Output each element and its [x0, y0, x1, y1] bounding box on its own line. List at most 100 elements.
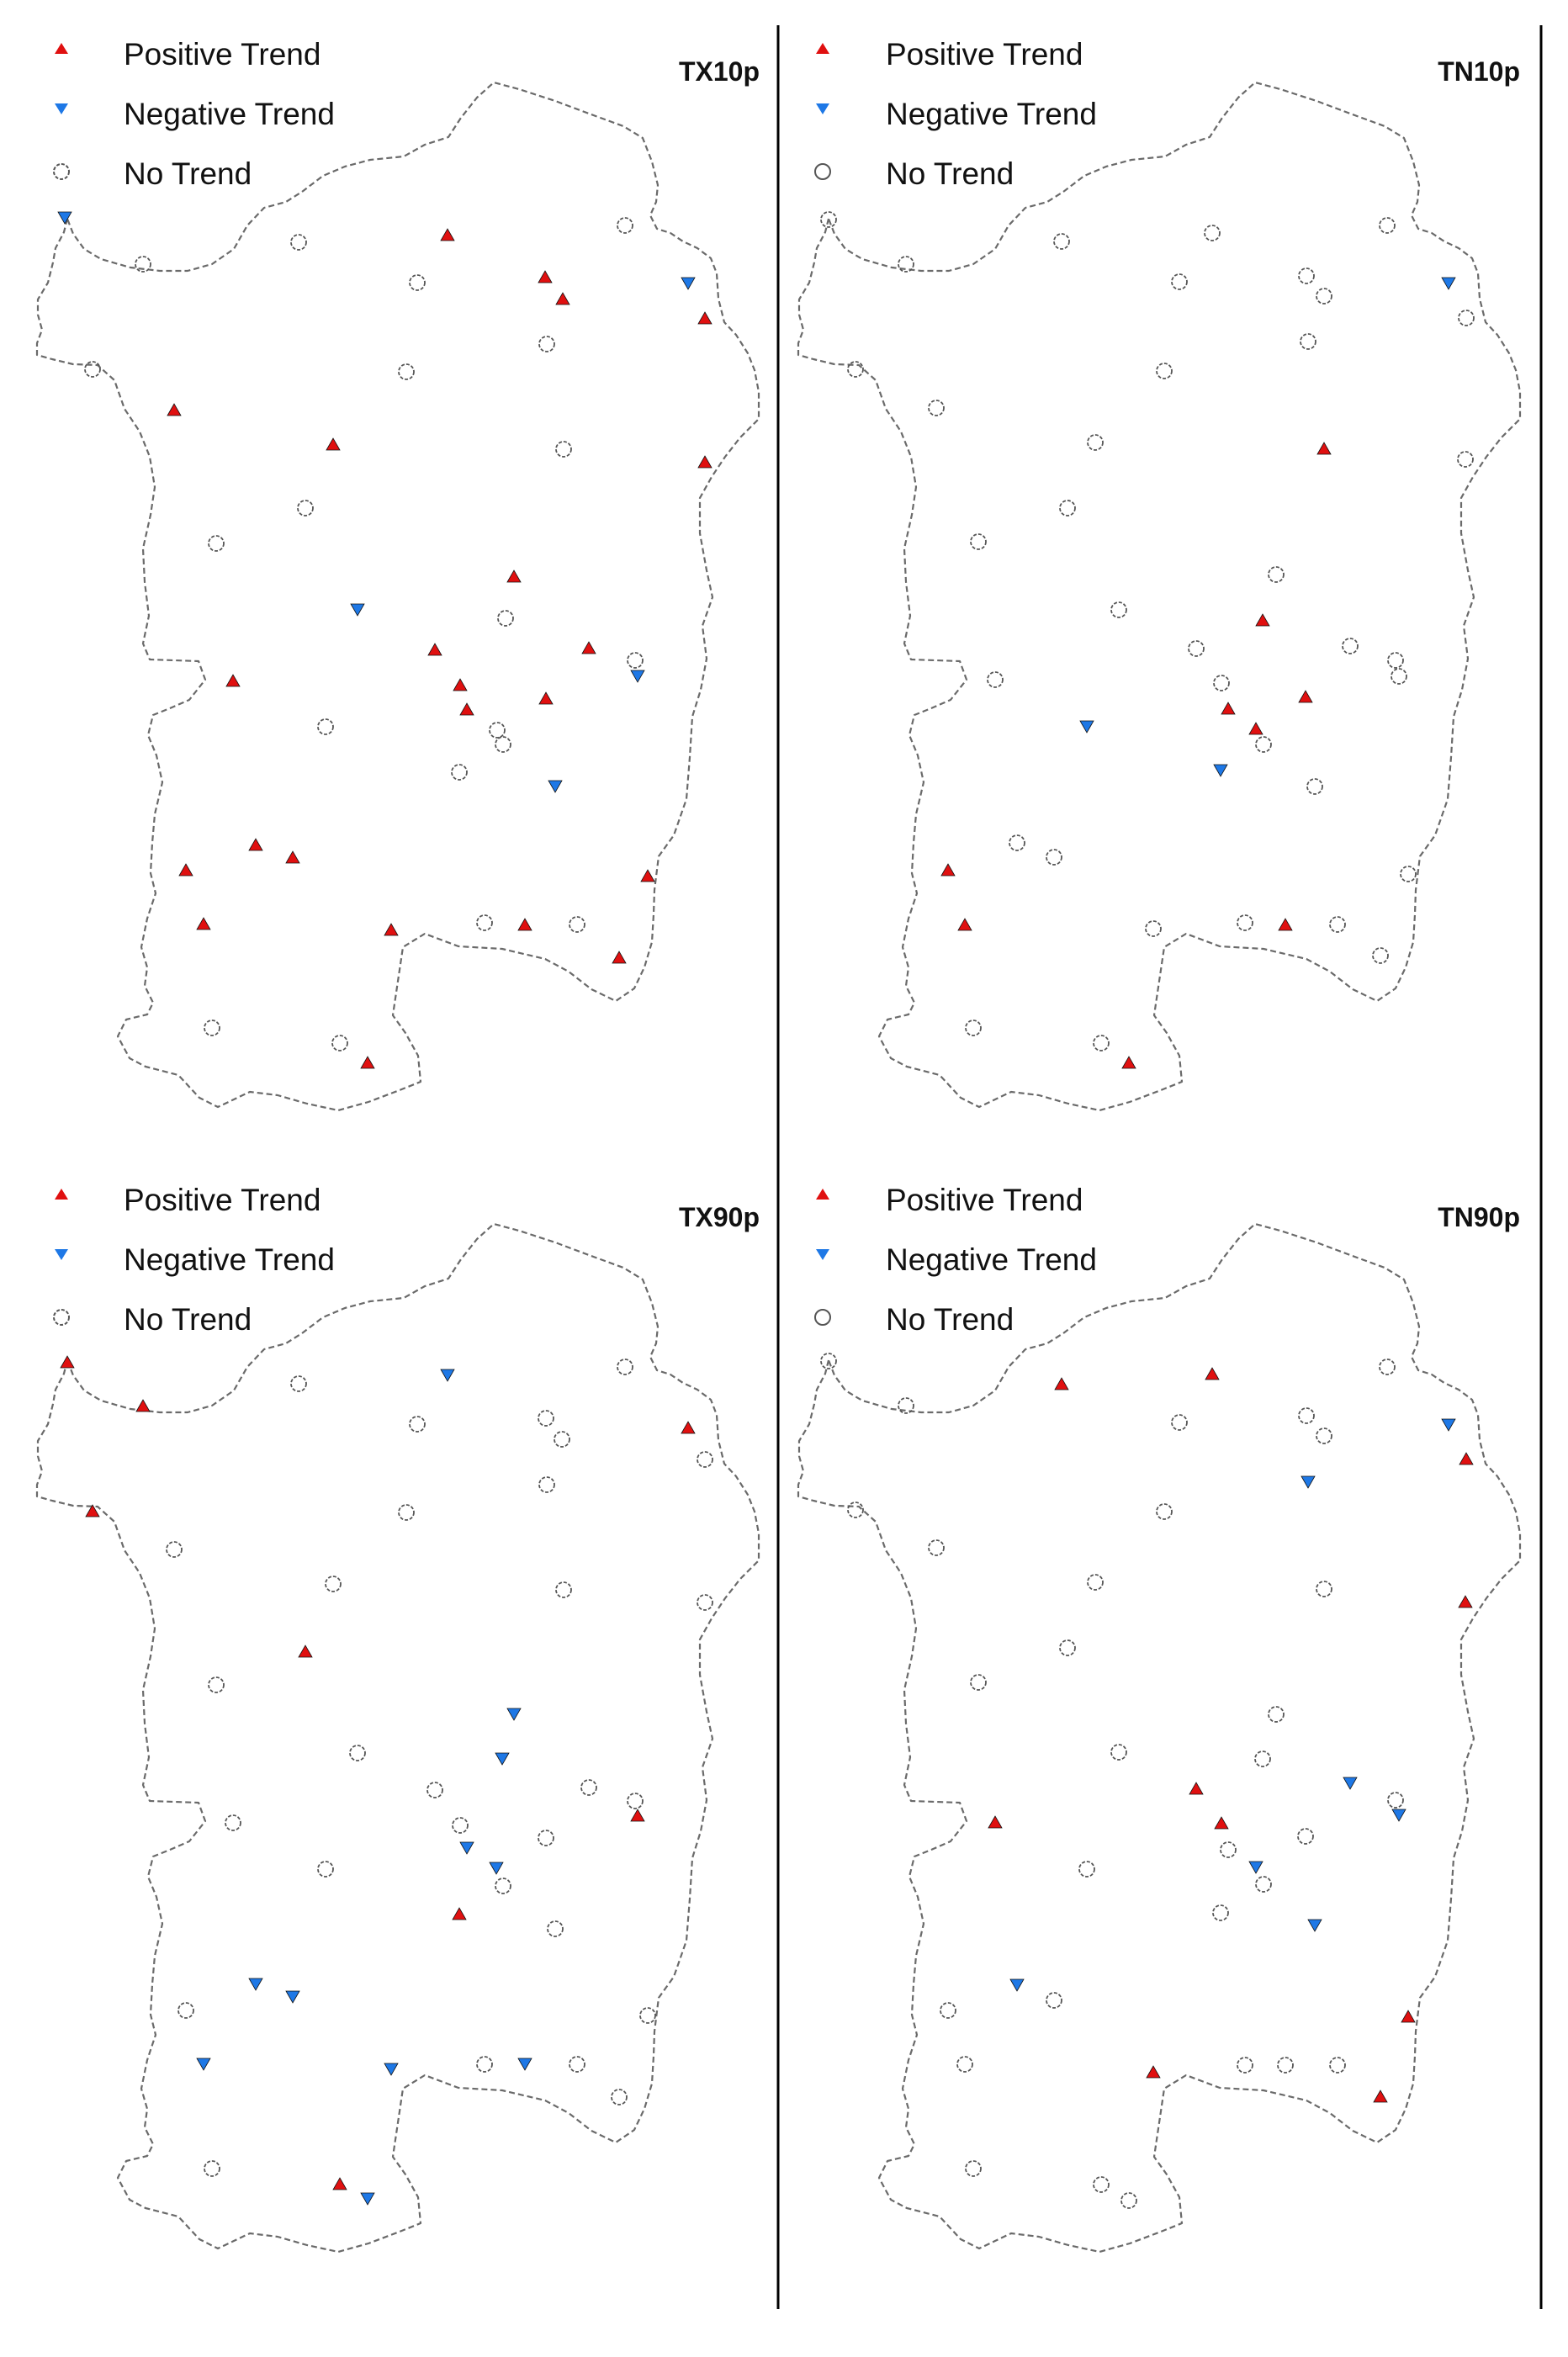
station-no-trend [409, 274, 426, 291]
station-negative-trend [57, 211, 72, 225]
station-positive-trend [630, 1809, 645, 1822]
station-positive-trend [135, 1399, 151, 1412]
station-positive-trend [517, 918, 532, 931]
legend-positive-symbol [55, 43, 68, 54]
panel-tx90p: Positive Trend Negative Trend No Trend T… [35, 1183, 760, 2254]
station-no-trend [965, 1020, 982, 1036]
legend-no-trend-symbol [53, 1309, 70, 1326]
station-negative-trend [548, 780, 563, 793]
station-positive-trend [697, 311, 712, 325]
station-positive-trend [459, 702, 474, 716]
station-positive-trend [285, 850, 300, 864]
station-no-trend [970, 1674, 987, 1691]
station-no-trend [1298, 267, 1315, 284]
station-positive-trend [196, 917, 211, 930]
station-positive-trend [384, 923, 399, 936]
station-no-trend [452, 1817, 469, 1834]
station-negative-trend [285, 1990, 300, 2004]
legend-negative-symbol [816, 103, 829, 114]
station-positive-trend [248, 838, 263, 851]
station-no-trend [627, 1793, 644, 1809]
station-no-trend [1110, 1744, 1127, 1761]
station-positive-trend [1205, 1367, 1220, 1380]
station-negative-trend [360, 2192, 375, 2206]
station-negative-trend [1391, 1809, 1406, 1822]
station-no-trend [290, 1375, 307, 1392]
station-positive-trend [1146, 2065, 1161, 2079]
station-positive-trend [60, 1355, 75, 1369]
legend-negative-label: Negative Trend [124, 1242, 335, 1277]
station-no-trend [317, 1861, 334, 1878]
station-positive-trend [1458, 1595, 1473, 1608]
station-no-trend [1110, 601, 1127, 618]
station-no-trend [1387, 652, 1404, 669]
station-positive-trend [326, 437, 341, 451]
station-negative-trend [1307, 1919, 1322, 1932]
station-no-trend [495, 1878, 511, 1894]
station-negative-trend [350, 603, 365, 617]
station-no-trend [1268, 566, 1285, 583]
station-positive-trend [360, 1056, 375, 1069]
station-no-trend [847, 1502, 864, 1518]
station-no-trend [639, 2007, 656, 2024]
station-no-trend [1156, 363, 1173, 379]
station-negative-trend [1300, 1475, 1316, 1489]
station-positive-trend [697, 455, 712, 469]
station-no-trend [555, 441, 572, 458]
station-no-trend [1237, 2057, 1253, 2074]
station-no-trend [135, 256, 151, 273]
station-no-trend [928, 1539, 945, 1556]
station-negative-trend [1441, 277, 1456, 290]
station-no-trend [1268, 1706, 1285, 1723]
station-no-trend [1379, 1359, 1396, 1375]
station-positive-trend [538, 270, 553, 283]
station-no-trend [409, 1416, 426, 1433]
panel-tn10p: Positive Trend Negative Trend No Trend T… [797, 37, 1522, 1112]
station-markers [60, 1355, 713, 2206]
legend-positive-symbol [816, 43, 829, 54]
station-no-trend [1171, 1414, 1188, 1431]
station-no-trend [1204, 225, 1221, 241]
station-no-trend [820, 211, 837, 228]
legend-no-trend-symbol [814, 1309, 831, 1326]
legend: Positive Trend Negative Trend No Trend [53, 1183, 335, 1337]
station-no-trend [538, 1830, 554, 1846]
station-no-trend [1400, 866, 1417, 882]
station-no-trend [495, 736, 511, 753]
station-no-trend [290, 234, 307, 251]
station-positive-trend [1121, 1056, 1136, 1069]
station-no-trend [956, 2056, 973, 2073]
station-no-trend [1213, 675, 1230, 691]
station-no-trend [497, 610, 514, 627]
station-no-trend [1171, 273, 1188, 290]
station-no-trend [1316, 1581, 1332, 1597]
station-positive-trend [957, 918, 972, 931]
station-no-trend [476, 2056, 493, 2073]
panel-title: TN10p [1438, 56, 1520, 87]
station-no-trend [847, 361, 864, 378]
station-no-trend [928, 400, 945, 416]
station-no-trend [1255, 1876, 1272, 1893]
station-no-trend [1316, 288, 1332, 305]
legend-no-trend-symbol [53, 163, 70, 180]
station-markers [820, 1353, 1474, 2209]
panel-tn90p: Positive Trend Negative Trend No Trend T… [797, 1183, 1522, 2254]
legend-no-trend-label: No Trend [124, 156, 252, 191]
station-positive-trend [332, 2177, 347, 2190]
station-negative-trend [1079, 720, 1094, 734]
station-no-trend [1298, 1407, 1315, 1424]
legend: Positive Trend Negative Trend No Trend [814, 1183, 1097, 1337]
station-no-trend [1059, 500, 1076, 516]
station-positive-trend [167, 403, 182, 416]
station-positive-trend [1255, 613, 1270, 627]
station-no-trend [898, 256, 914, 273]
station-positive-trend [85, 1504, 100, 1517]
legend: Positive Trend Negative Trend No Trend [814, 37, 1097, 191]
station-no-trend [987, 671, 1004, 688]
station-positive-trend [1459, 1452, 1474, 1465]
station-no-trend [208, 535, 225, 552]
station-no-trend [627, 652, 644, 669]
station-negative-trend [517, 2058, 532, 2071]
station-no-trend [1188, 640, 1205, 657]
station-positive-trend [612, 951, 627, 964]
